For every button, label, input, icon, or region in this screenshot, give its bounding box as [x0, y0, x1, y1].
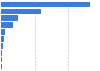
Bar: [1, 36, 4, 42]
Bar: [1, 2, 90, 7]
Bar: [1, 57, 2, 62]
Bar: [1, 22, 13, 28]
Bar: [1, 15, 18, 21]
Bar: [1, 50, 2, 56]
Bar: [1, 29, 5, 35]
Bar: [1, 64, 2, 69]
Bar: [1, 9, 41, 14]
Bar: [1, 43, 3, 49]
